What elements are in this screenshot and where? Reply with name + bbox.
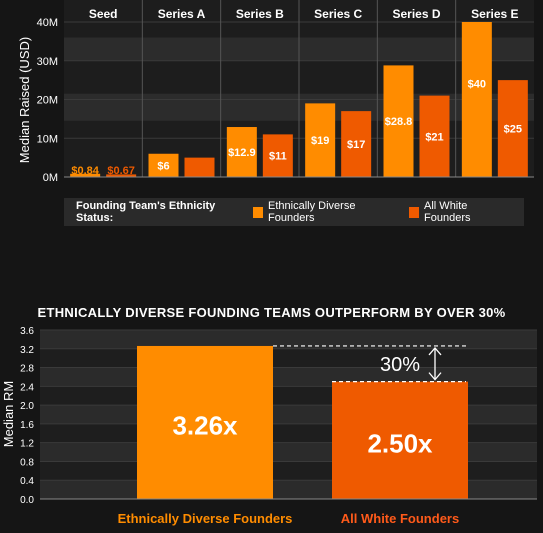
category-label: Series A — [158, 7, 206, 21]
y-axis-label: Median Raised (USD) — [17, 37, 32, 163]
y-tick-label-2: 1.6 — [20, 420, 34, 431]
y-tick-label-2: 3.6 — [20, 326, 34, 337]
bar-diverse — [226, 127, 257, 177]
category-label: Seed — [89, 7, 118, 21]
y-tick-label: 0M — [43, 172, 58, 184]
data-label: $19 — [311, 135, 329, 147]
y-tick-label-2: 0.4 — [20, 476, 34, 487]
difference-label: 30% — [380, 354, 420, 376]
bar-diverse — [461, 22, 492, 177]
y-tick-label-2: 2.0 — [20, 401, 34, 412]
data-label-rm: 2.50x — [367, 428, 433, 458]
bar-white-rm — [332, 381, 468, 499]
bar-diverse — [305, 103, 336, 177]
grid-band-2 — [40, 330, 537, 349]
legend-label-white: All White Founders — [424, 200, 471, 224]
data-label: $0.67 — [107, 165, 135, 177]
y-tick-label: 40M — [37, 17, 58, 29]
data-label: $6 — [157, 160, 169, 172]
y-tick-label-2: 0.0 — [20, 495, 34, 506]
data-label: $11 — [269, 151, 287, 163]
y-tick-label-2: 0.8 — [20, 457, 34, 468]
bar-diverse — [70, 173, 101, 177]
data-label: $21 — [425, 131, 443, 143]
bar-white — [262, 134, 293, 177]
category-label: Series B — [236, 7, 284, 21]
bar-white — [497, 80, 528, 177]
data-label: $17 — [347, 139, 365, 151]
data-label: $12.9 — [228, 147, 256, 159]
legend-label-diverse: Ethnically Diverse Founders — [268, 200, 356, 224]
bar-white — [106, 174, 137, 177]
legend-item-diverse: Ethnically Diverse Founders — [252, 200, 395, 224]
y-tick-label-2: 3.2 — [20, 345, 34, 356]
data-label: $5 — [193, 165, 205, 177]
data-label: $0.84 — [71, 165, 99, 177]
y-axis-label-2: Median RM — [1, 381, 16, 447]
data-label-rm: 3.26x — [172, 410, 238, 440]
y-tick-label-2: 1.2 — [20, 439, 34, 450]
data-label: $40 — [468, 79, 486, 91]
data-label: $25 — [504, 124, 522, 136]
category-label-white: All White Founders — [340, 511, 460, 526]
chart-title: ETHNICALLY DIVERSE FOUNDING TEAMS OUTPER… — [37, 305, 506, 320]
category-label: Series C — [314, 7, 362, 21]
bar-diverse — [148, 153, 179, 177]
data-label: $28.8 — [385, 116, 413, 128]
bar-diverse-rm — [137, 345, 273, 499]
bar-white — [184, 157, 215, 177]
y-tick-label-2: 2.8 — [20, 364, 34, 375]
bar-white — [419, 95, 450, 177]
category-label: Series D — [392, 7, 440, 21]
category-label: Series E — [471, 7, 518, 21]
legend-swatch-white — [408, 206, 420, 218]
bar-white — [341, 111, 372, 177]
y-tick-label: 20M — [37, 95, 58, 107]
y-tick-label: 30M — [37, 56, 58, 68]
legend-swatch-diverse — [252, 206, 264, 218]
bar-diverse — [383, 65, 414, 177]
y-tick-label-2: 2.4 — [20, 382, 34, 393]
category-label-diverse: Ethnically Diverse Founders — [117, 511, 293, 526]
legend-item-white: All White Founders — [408, 200, 510, 224]
legend-title: Founding Team's Ethnicity Status: — [76, 200, 216, 224]
y-tick-label: 10M — [37, 133, 58, 145]
arrow-head-up — [428, 346, 442, 356]
arrow-head-down — [428, 372, 442, 381]
legend: Founding Team's Ethnicity Status: Ethnic… — [64, 198, 524, 226]
